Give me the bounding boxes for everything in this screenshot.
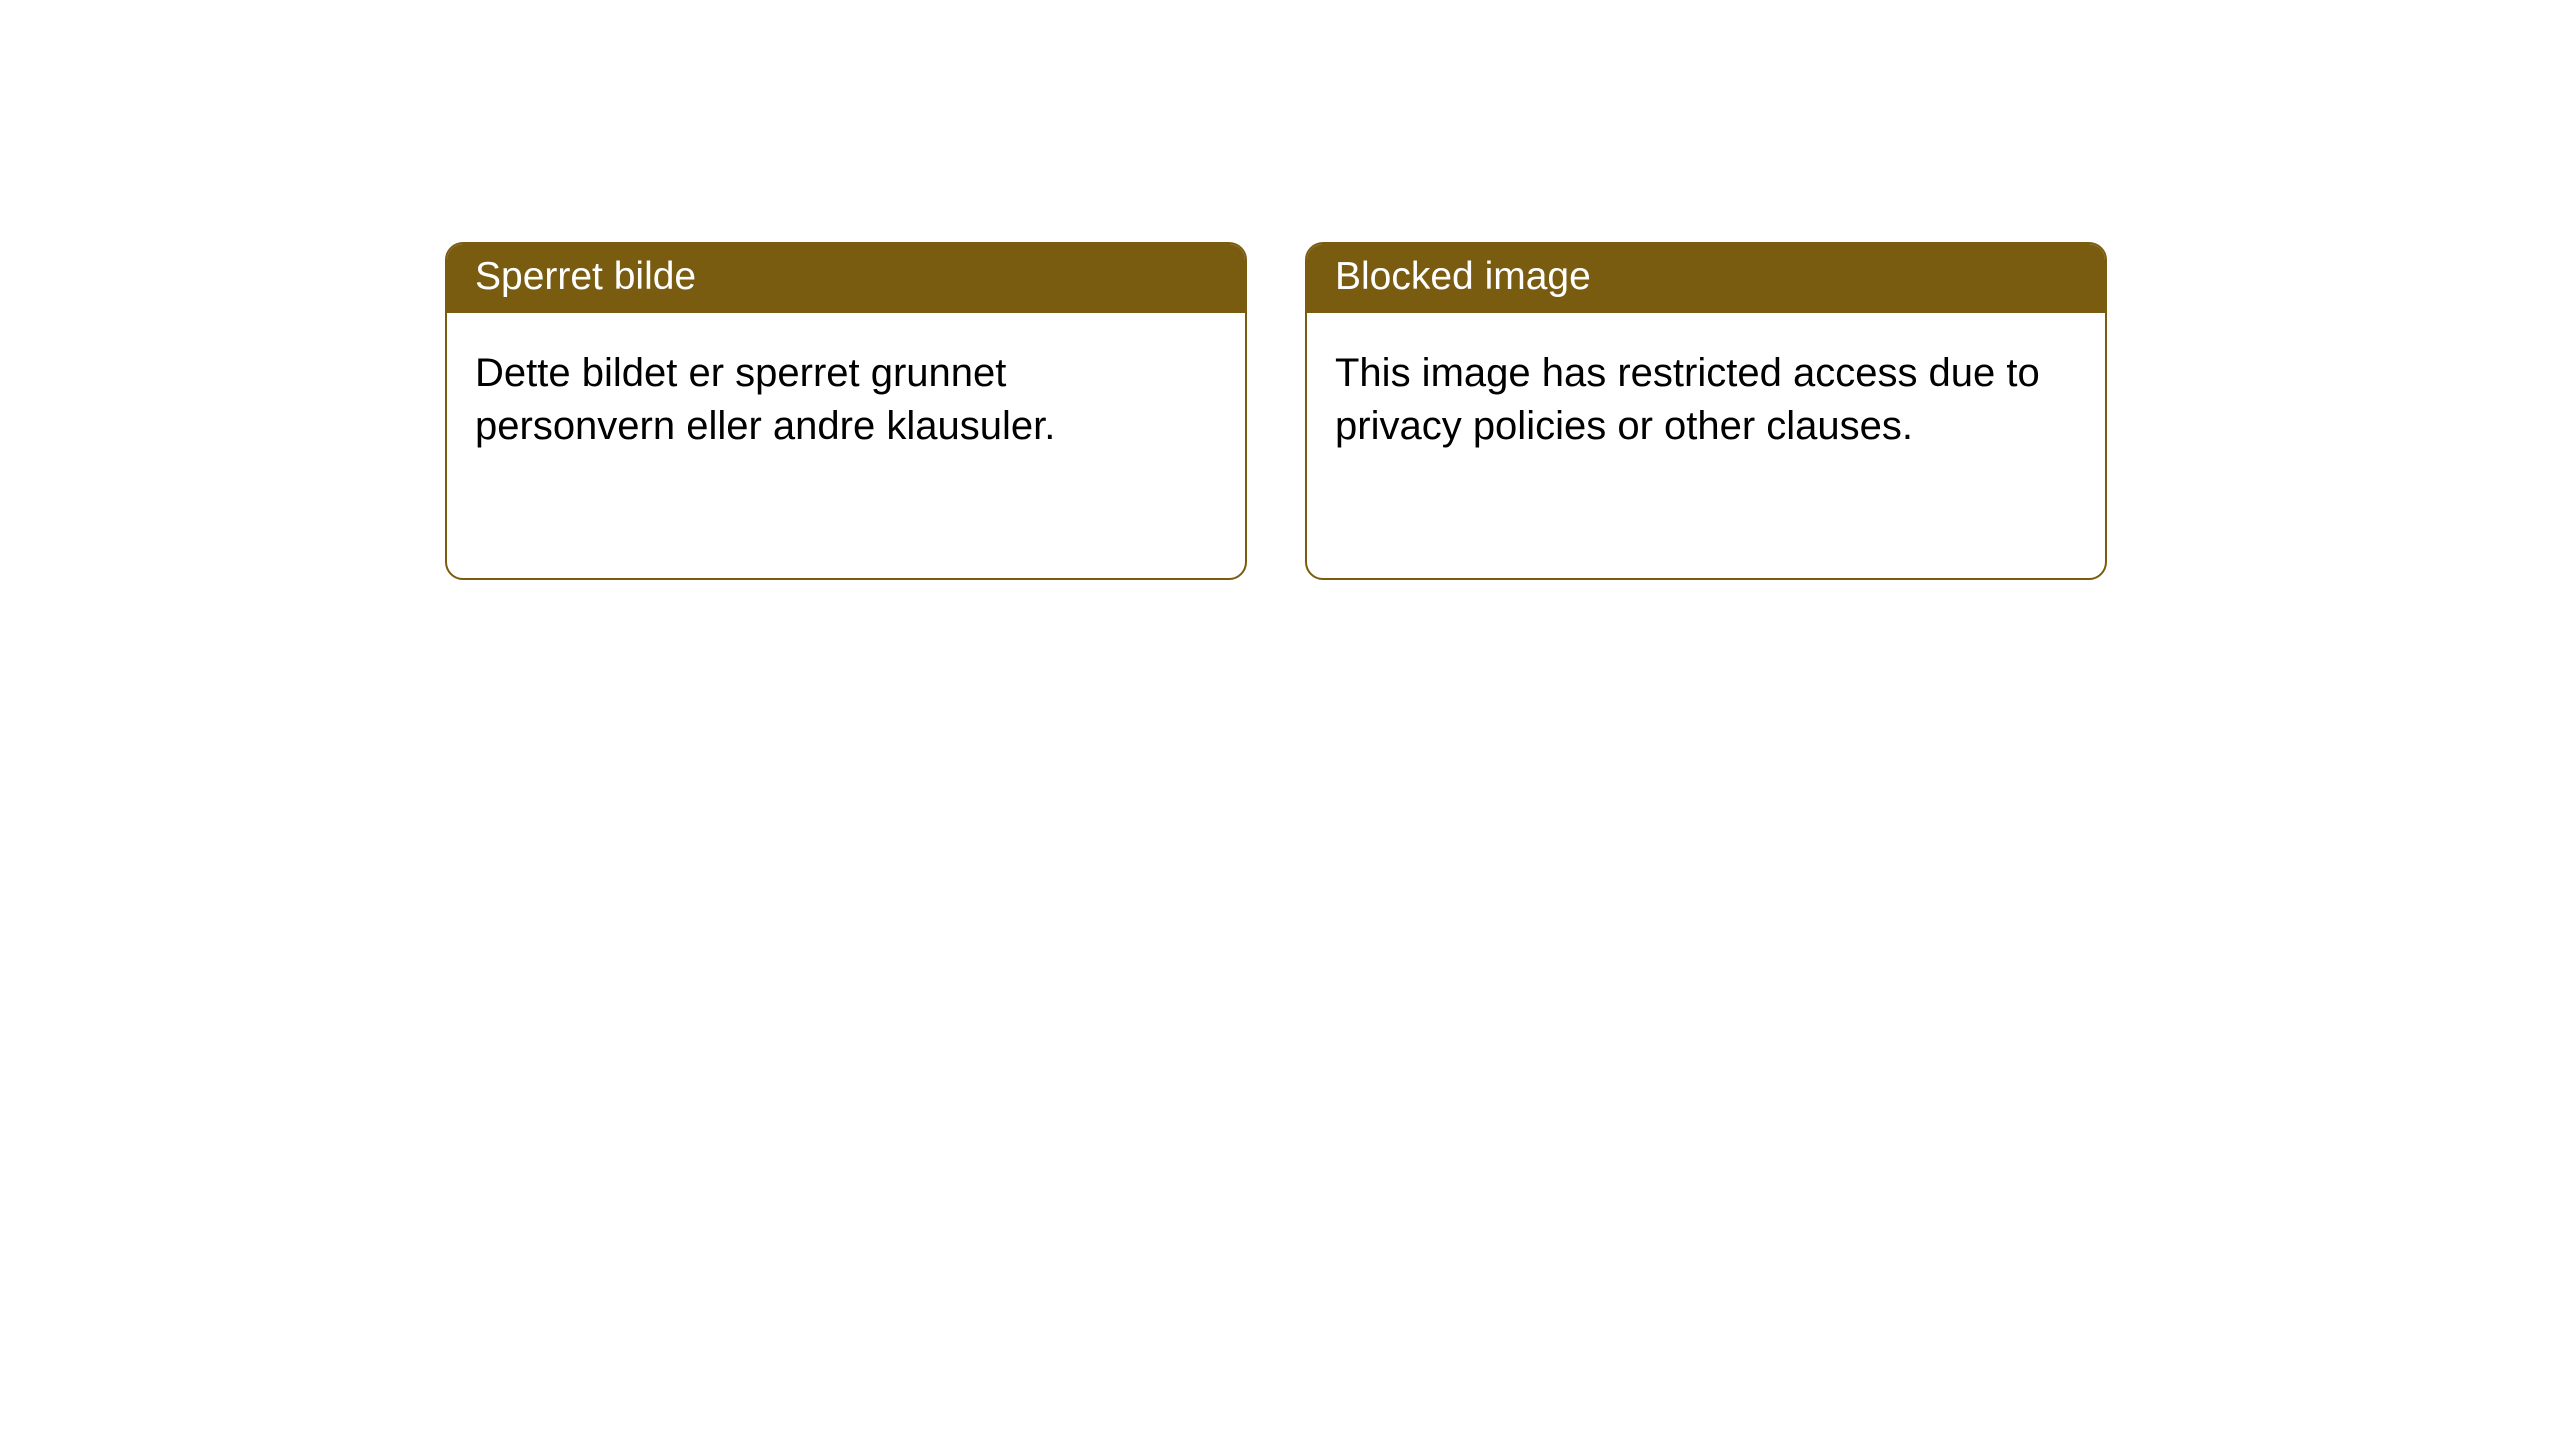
notice-card-no: Sperret bilde Dette bildet er sperret gr… — [445, 242, 1247, 580]
notice-message-en: This image has restricted access due to … — [1307, 313, 2105, 487]
notice-message-no: Dette bildet er sperret grunnet personve… — [447, 313, 1245, 487]
notice-container: Sperret bilde Dette bildet er sperret gr… — [445, 242, 2107, 580]
notice-card-en: Blocked image This image has restricted … — [1305, 242, 2107, 580]
notice-title-no: Sperret bilde — [447, 244, 1245, 313]
notice-title-en: Blocked image — [1307, 244, 2105, 313]
